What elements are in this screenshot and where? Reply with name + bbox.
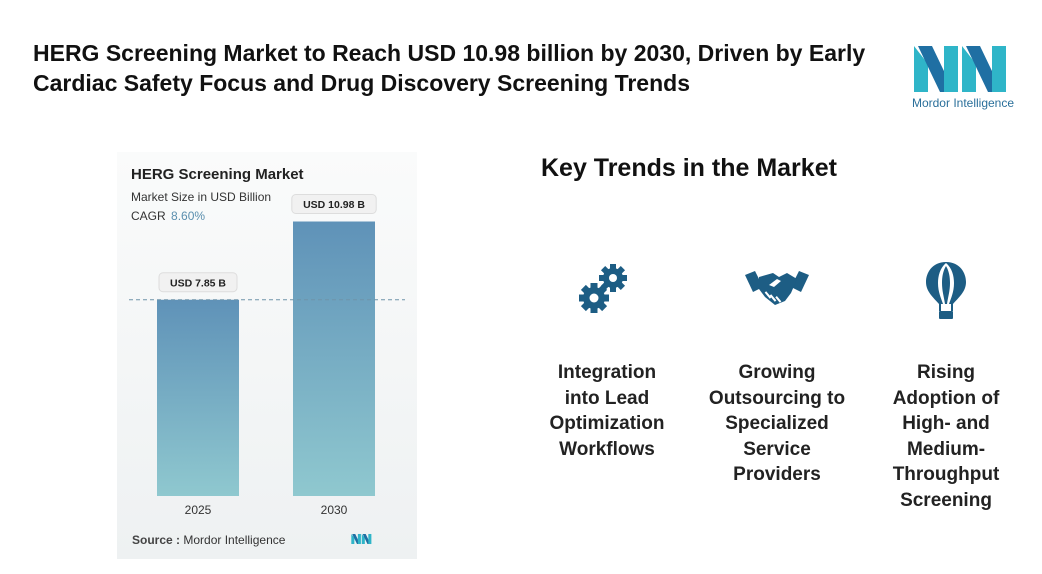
cagr-value: 8.60% [171,209,206,223]
bar-2030 [293,221,375,496]
x-tick-label: 2025 [185,503,212,517]
chart-title: HERG Screening Market [131,166,304,183]
trend-label: Integration into Lead Optimization Workf… [549,362,665,460]
logo-text: Mordor Intelligence [911,96,1015,110]
page-headline: HERG Screening Market to Reach USD 10.98… [33,40,866,96]
key-trends-title: Key Trends in the Market [541,154,837,182]
bar-2025 [157,299,239,496]
chart-panel: USD 7.85 B 2025 USD 10.98 B 2030 HERG Scree… [117,152,417,559]
trend-label: Rising Adoption of High- and Medium- Thr… [892,362,1000,511]
bar-chart: USD 7.85 B 2025 USD 10.98 B 2030 [129,194,405,517]
chart-cagr: CAGR 8.60% [131,209,205,223]
source-logo-icon [351,533,372,545]
source-note: Source : Mordor Intelligence [132,533,285,547]
source-text: Mordor Intelligence [183,533,286,547]
x-tick-label: 2030 [321,503,348,517]
value-label-box [291,194,377,214]
hot-air-balloon-icon [866,260,1026,320]
trend-item-integration: Integration into Lead Optimization Workf… [527,260,687,462]
trend-item-outsourcing: Growing Outsourcing to Specialized Servi… [697,260,857,488]
value-label: USD 7.85 B [170,277,226,289]
chart-subtitle: Market Size in USD Billion [131,190,272,204]
mordor-intelligence-logo: Mordor Intelligence [908,44,1018,114]
logo-mark-icon [914,46,1006,92]
trend-label: Growing Outsourcing to Specialized Servi… [708,362,846,485]
cagr-label: CAGR [131,209,166,223]
value-label-box [158,272,238,293]
trend-item-adoption: Rising Adoption of High- and Medium- Thr… [866,260,1026,513]
handshake-icon [697,260,857,320]
source-label: Source : [132,533,181,547]
value-label: USD 10.98 B [303,199,365,211]
gears-icon [527,260,687,320]
